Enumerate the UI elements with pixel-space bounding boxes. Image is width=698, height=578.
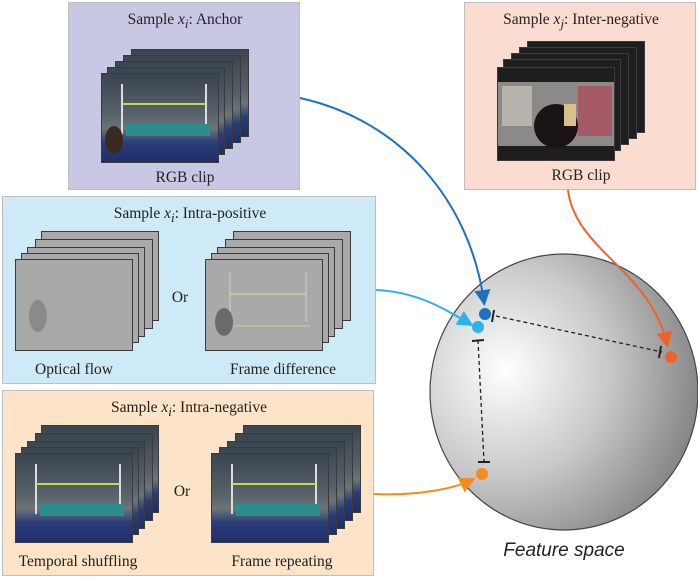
frame-repeating-front-frame: [211, 453, 329, 543]
intra-positive-title: Sample xi: Intra-positive: [113, 205, 267, 226]
inter-negative-title: Sample xj: Inter-negative: [503, 11, 659, 32]
frame-difference-caption: Frame difference: [229, 361, 336, 378]
anchor-point: [479, 308, 491, 320]
high-jump-scene-icon: [231, 464, 320, 516]
inter-negative-panel: Sample xj: Inter-negative RGB clip: [464, 2, 696, 190]
store-scene-icon: [498, 82, 614, 148]
frame-difference-front-frame: [205, 259, 323, 351]
anchor-panel: Sample xi: Anchor RGB clip: [68, 2, 300, 190]
frame-repeating-caption: Frame repeating: [231, 553, 333, 570]
high-jump-scene-icon: [35, 464, 124, 516]
anchor-front-frame: [101, 73, 219, 163]
frame-difference-icon: [215, 272, 310, 336]
distance-tick: [471, 339, 485, 342]
anchor-title: Sample xi: Anchor: [127, 11, 243, 32]
intra-positive-point: [472, 321, 484, 333]
positive-arrow: [375, 289, 474, 327]
high-jump-scene-icon: [105, 84, 210, 154]
or-label: Or: [173, 483, 191, 500]
intra-negative-point: [476, 468, 488, 480]
intra-negative-panel: Sample xi: Intra-negative Temporal shuff…: [2, 390, 374, 576]
temporal-shuffling-front-frame: [15, 453, 133, 543]
optical-flow-icon: [29, 300, 47, 332]
inter-negative-arrow: [567, 189, 673, 348]
optical-flow-caption: Optical flow: [35, 361, 113, 378]
feature-space-label: Feature space: [503, 540, 624, 561]
distance-tick: [491, 309, 495, 323]
intra-negative-arrow: [373, 477, 476, 496]
distance-line-positive-intranegative: [477, 339, 485, 463]
or-label: Or: [171, 289, 189, 306]
inter-negative-point: [665, 351, 677, 363]
intra-positive-panel: Sample xi: Intra-positive Optical flow O…: [2, 196, 376, 384]
intra-negative-title: Sample xi: Intra-negative: [111, 399, 267, 420]
temporal-shuffling-caption: Temporal shuffling: [18, 553, 138, 570]
distance-line-anchor-internegative: [495, 315, 663, 353]
distance-tick: [658, 345, 662, 359]
feature-space-sphere: [429, 253, 698, 531]
inter-negative-caption: RGB clip: [551, 167, 611, 184]
inter-negative-front-frame: [497, 67, 615, 161]
anchor-caption: RGB clip: [155, 169, 215, 186]
anchor-arrow: [299, 97, 491, 306]
optical-flow-front-frame: [15, 259, 133, 351]
